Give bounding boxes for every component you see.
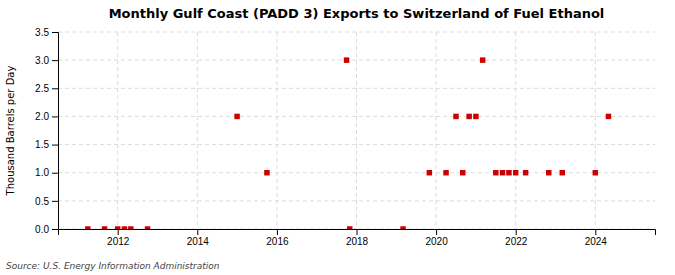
point [128,226,133,229]
point [264,170,269,175]
tick: 1.5 [35,139,58,150]
tick-label: 1.0 [35,167,49,178]
point [102,226,107,229]
tick-label: 0.5 [35,196,49,207]
y-axis-title: Thousand Barrels per Day [5,66,16,197]
tick: 0.0 [35,224,58,235]
tick: 1.0 [35,167,58,178]
tick-label: 0.0 [35,224,49,235]
grid-line [276,32,277,229]
title: Monthly Gulf Coast (PADD 3) Exports to S… [109,6,605,21]
grid-line [356,32,357,229]
tick: 2.0 [35,111,58,122]
tick-mark [52,201,58,202]
grid-line [436,32,437,229]
point [347,226,352,229]
tick: 2024 [585,229,608,247]
tick-label: 2024 [585,236,608,247]
tick: 2022 [505,229,528,247]
tick: 3.5 [35,27,58,38]
point [453,114,458,119]
tick-label: 3.0 [35,55,49,66]
chart: 2012 2014 2016 2018 2020 2022 2024 0.0 0.5 1.0 1.5… [0,0,675,275]
axis-line [52,33,59,230]
source: Source: U.S. Energy Information Administ… [6,261,220,271]
tick-label: 2.0 [35,111,49,122]
tick-label: 1.5 [35,139,49,150]
point [480,57,485,62]
point [500,170,505,175]
tick: 2014 [187,229,210,247]
tick: 2016 [266,229,289,247]
point [473,114,478,119]
tick: 0.5 [35,196,58,207]
tick: 3.0 [35,55,58,66]
point [460,170,465,175]
tick-mark [197,229,198,235]
point [523,170,528,175]
tick-mark [52,116,58,117]
point [493,170,498,175]
point [560,170,565,175]
point [513,170,518,175]
tick-mark [595,229,596,235]
tick-label: 2012 [107,236,130,247]
tick-label: 2016 [266,236,289,247]
tick-label: 2014 [187,236,210,247]
tick-label: 2018 [346,236,369,247]
axis-line [59,230,656,236]
tick-mark [516,229,517,235]
tick-mark [52,145,58,146]
tick: 2018 [346,229,369,247]
tick-mark [118,229,119,235]
tick-label: 3.5 [35,27,49,38]
point [344,57,349,62]
tick-label: 2022 [505,236,528,247]
point [115,226,120,229]
y-axis: 0.0 0.5 1.0 1.5 2.0 2.5 3.0 3.5 [35,27,58,235]
grid-line [595,32,596,229]
point [593,170,598,175]
point [606,114,611,119]
point [122,226,127,229]
tick-mark [436,229,437,235]
tick-mark [357,229,358,235]
grid [58,32,655,229]
plot-area: 2012 2014 2016 2018 2020 2022 2024 0.0 0.5 1.0 1.5… [35,27,655,247]
tick: 2012 [107,229,130,247]
tick-label: 2020 [425,236,448,247]
tick-mark [52,88,58,89]
tick-mark [277,229,278,235]
point [85,226,90,229]
point [546,170,551,175]
point [506,170,511,175]
grid-line [117,32,118,229]
point [234,114,239,119]
tick-mark [52,173,58,174]
point [145,226,150,229]
point [443,170,448,175]
tick-mark [52,229,58,230]
tick-mark [52,60,58,61]
point [427,170,432,175]
point [466,114,471,119]
grid-line [515,32,516,229]
points [85,57,611,229]
point [400,226,405,229]
x-axis: 2012 2014 2016 2018 2020 2022 2024 [59,229,656,247]
tick-label: 2.5 [35,83,49,94]
tick-mark [52,32,58,33]
tick: 2.5 [35,83,58,94]
tick: 2020 [425,229,448,247]
grid-line [197,32,198,229]
